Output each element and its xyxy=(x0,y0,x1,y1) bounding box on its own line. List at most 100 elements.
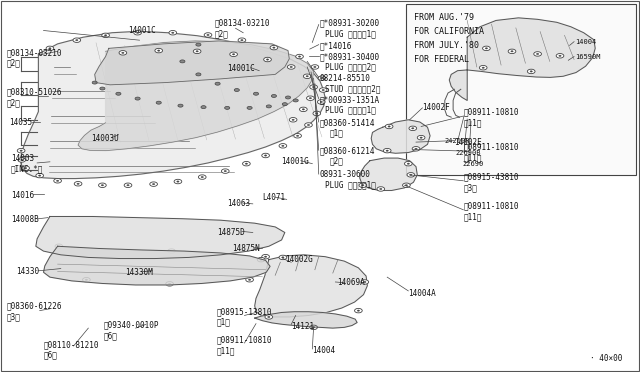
Circle shape xyxy=(264,256,267,257)
Circle shape xyxy=(266,105,271,108)
Circle shape xyxy=(404,161,412,166)
Circle shape xyxy=(166,282,173,286)
Circle shape xyxy=(385,124,393,129)
Circle shape xyxy=(224,170,227,172)
Circle shape xyxy=(99,183,106,187)
Circle shape xyxy=(238,38,246,42)
Circle shape xyxy=(54,179,61,183)
Polygon shape xyxy=(371,120,430,153)
Circle shape xyxy=(17,148,25,153)
Circle shape xyxy=(178,104,183,107)
Text: Ⓦ09340-0010P
（6）: Ⓦ09340-0010P （6） xyxy=(104,321,159,340)
Text: 14008B: 14008B xyxy=(11,215,38,224)
Text: 14003
〈INC.*〉: 14003 〈INC.*〉 xyxy=(11,154,44,173)
Circle shape xyxy=(559,55,561,57)
Text: 14001C: 14001C xyxy=(227,64,255,73)
Circle shape xyxy=(201,106,206,109)
Circle shape xyxy=(293,99,298,102)
Circle shape xyxy=(104,35,107,36)
Circle shape xyxy=(204,33,212,37)
Text: Ⓑ08134-03210
（2）: Ⓑ08134-03210 （2） xyxy=(214,19,270,38)
Text: Ⓢ08360-51414: Ⓢ08360-51414 xyxy=(320,118,376,127)
Circle shape xyxy=(479,65,487,70)
Circle shape xyxy=(359,183,367,187)
Text: FOR FEDERAL: FOR FEDERAL xyxy=(414,55,469,64)
Circle shape xyxy=(319,88,327,92)
Text: 14002F: 14002F xyxy=(422,103,450,112)
Circle shape xyxy=(412,128,414,129)
Circle shape xyxy=(247,106,252,109)
Text: Ⓦ08915-13810
（1）: Ⓦ08915-13810 （1） xyxy=(216,307,272,327)
Circle shape xyxy=(536,53,539,55)
Circle shape xyxy=(196,51,198,52)
Circle shape xyxy=(101,185,104,186)
Polygon shape xyxy=(95,41,289,85)
Circle shape xyxy=(285,96,291,99)
Circle shape xyxy=(264,155,267,156)
Text: Ⓝ08911-10810
（11）: Ⓝ08911-10810 （11） xyxy=(463,143,519,162)
Text: Ⓢ08360-61226
（3）: Ⓢ08360-61226 （3） xyxy=(6,302,62,321)
Text: 14330: 14330 xyxy=(16,267,39,276)
Circle shape xyxy=(508,49,516,54)
Circle shape xyxy=(294,134,301,138)
Bar xyxy=(406,4,636,175)
Circle shape xyxy=(74,182,82,186)
Text: STUD スタッド（2）: STUD スタッド（2） xyxy=(325,84,381,93)
Circle shape xyxy=(136,32,139,33)
Circle shape xyxy=(303,74,311,78)
Circle shape xyxy=(282,257,284,258)
Circle shape xyxy=(268,316,270,318)
Circle shape xyxy=(77,183,79,185)
Circle shape xyxy=(83,278,90,282)
Circle shape xyxy=(155,48,163,53)
Text: ​*08931-30200: ​*08931-30200 xyxy=(320,19,380,28)
Circle shape xyxy=(312,327,315,328)
Circle shape xyxy=(305,123,312,127)
Text: Ⓝ08911-10810
（11）: Ⓝ08911-10810 （11） xyxy=(463,202,519,221)
Circle shape xyxy=(377,187,385,191)
Circle shape xyxy=(253,92,259,95)
Circle shape xyxy=(134,31,141,35)
Circle shape xyxy=(215,82,220,85)
Circle shape xyxy=(485,48,488,49)
Circle shape xyxy=(415,148,417,150)
Circle shape xyxy=(232,54,235,55)
Circle shape xyxy=(534,52,541,56)
Text: 22690: 22690 xyxy=(462,161,483,167)
Circle shape xyxy=(383,148,391,153)
Circle shape xyxy=(58,246,60,247)
Polygon shape xyxy=(20,31,325,179)
Circle shape xyxy=(119,51,127,55)
Text: FROM AUG.'79: FROM AUG.'79 xyxy=(414,13,474,22)
Text: 14004: 14004 xyxy=(312,346,335,355)
Circle shape xyxy=(318,76,326,80)
Circle shape xyxy=(20,150,22,151)
Circle shape xyxy=(296,54,303,59)
Circle shape xyxy=(300,107,307,112)
Circle shape xyxy=(482,67,484,68)
Circle shape xyxy=(357,310,360,311)
Circle shape xyxy=(262,153,269,158)
Circle shape xyxy=(266,59,269,60)
Text: Ⓑ08110-81210
（6）: Ⓑ08110-81210 （6） xyxy=(44,340,99,359)
Circle shape xyxy=(556,54,564,58)
Text: Ⓑ08134-03210
（2）: Ⓑ08134-03210 （2） xyxy=(6,48,62,67)
Circle shape xyxy=(403,183,410,187)
Polygon shape xyxy=(78,41,314,151)
Circle shape xyxy=(116,92,121,95)
Polygon shape xyxy=(360,158,417,190)
Circle shape xyxy=(135,97,140,100)
Text: 22690B: 22690B xyxy=(456,150,481,155)
Circle shape xyxy=(18,158,26,162)
Text: 14330M: 14330M xyxy=(125,268,152,277)
Text: 08931-30600: 08931-30600 xyxy=(320,170,371,179)
Text: 14121: 14121 xyxy=(291,322,314,331)
Circle shape xyxy=(483,46,490,51)
Polygon shape xyxy=(36,217,285,259)
Circle shape xyxy=(157,50,160,51)
Circle shape xyxy=(225,106,230,109)
Circle shape xyxy=(201,176,204,178)
Circle shape xyxy=(361,280,369,284)
Text: Ⓢ08360-61214: Ⓢ08360-61214 xyxy=(320,147,376,155)
Text: 14004A: 14004A xyxy=(408,289,436,298)
